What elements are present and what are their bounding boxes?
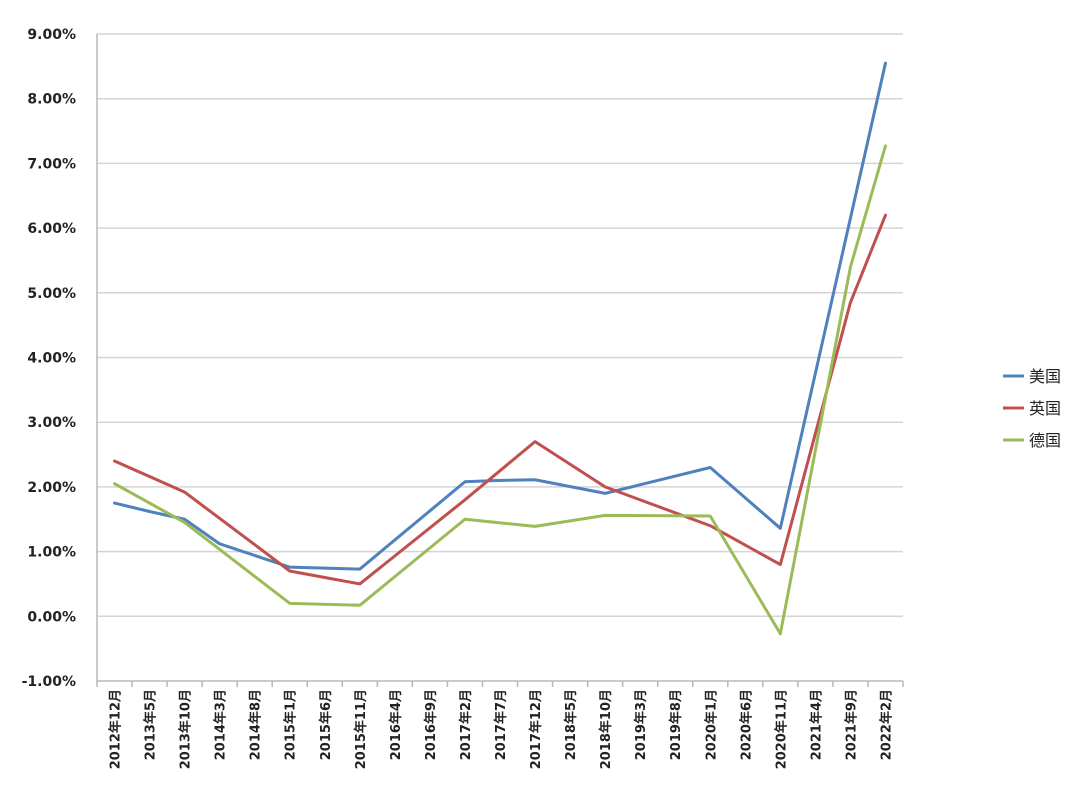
series-lines [113, 61, 887, 636]
y-tick-label: -1.00% [22, 674, 76, 690]
x-tick-label: 2015年6月 [318, 689, 334, 760]
y-tick-label: 1.00% [27, 545, 76, 561]
gridlines [97, 33, 903, 618]
y-tick-label: 2.00% [27, 480, 76, 496]
x-tick-label: 2016年9月 [423, 689, 439, 760]
y-tick-label: 6.00% [27, 221, 76, 237]
legend-item: 美国 [1003, 367, 1061, 386]
y-tick-labels: -1.00% 0.00% 1.00% 2.00% 3.00% 4.00% 5.00% 6.00… [22, 27, 76, 690]
legend-label: 英国 [1029, 399, 1061, 418]
y-tick-label: 3.00% [27, 415, 76, 431]
axes [96, 34, 904, 687]
x-tick-label: 2014年8月 [248, 689, 264, 760]
x-tick-label: 2015年1月 [283, 689, 299, 760]
x-tick-labels: 2012年12月 2013年5月 2013年10月 2014年3月 2014年8月 201… [108, 689, 895, 769]
x-tick-label: 2013年5月 [143, 689, 159, 760]
x-tick-label: 2019年8月 [668, 689, 684, 760]
y-tick-label: 5.00% [27, 286, 76, 302]
y-tick-label: 9.00% [27, 27, 76, 43]
series-line-英国 [113, 213, 887, 586]
x-tick-label: 2013年10月 [178, 689, 194, 769]
x-tick-label: 2020年1月 [703, 689, 719, 760]
y-tick-label: 4.00% [27, 351, 76, 367]
y-tick-label: 7.00% [27, 156, 76, 172]
x-tick-label: 2020年6月 [738, 689, 754, 760]
x-tick-label: 2015年11月 [353, 689, 369, 769]
legend-label: 美国 [1029, 367, 1061, 386]
legend-item: 德国 [1003, 431, 1061, 450]
legend-label: 德国 [1029, 431, 1061, 450]
x-tick-label: 2017年2月 [458, 689, 474, 760]
x-tick-label: 2018年10月 [598, 689, 614, 769]
x-tick-label: 2020年11月 [773, 689, 789, 769]
x-tick-label: 2018年5月 [563, 689, 579, 760]
x-tick-label: 2017年7月 [493, 689, 509, 760]
y-tick-label: 0.00% [27, 609, 76, 625]
x-tick-label: 2016年4月 [388, 689, 404, 760]
x-tick-label: 2017年12月 [528, 689, 544, 769]
x-tick-label: 2022年2月 [878, 689, 894, 760]
x-tick-label: 2021年4月 [808, 689, 824, 760]
x-tick-label: 2021年9月 [843, 689, 859, 760]
x-tick-label: 2019年3月 [633, 689, 649, 760]
series-line-德国 [113, 144, 887, 636]
y-tick-label: 8.00% [27, 92, 76, 108]
legend-item: 英国 [1003, 399, 1061, 418]
x-tick-label: 2012年12月 [108, 689, 124, 769]
series-line-美国 [113, 61, 887, 571]
x-tick-label: 2014年3月 [213, 689, 229, 760]
